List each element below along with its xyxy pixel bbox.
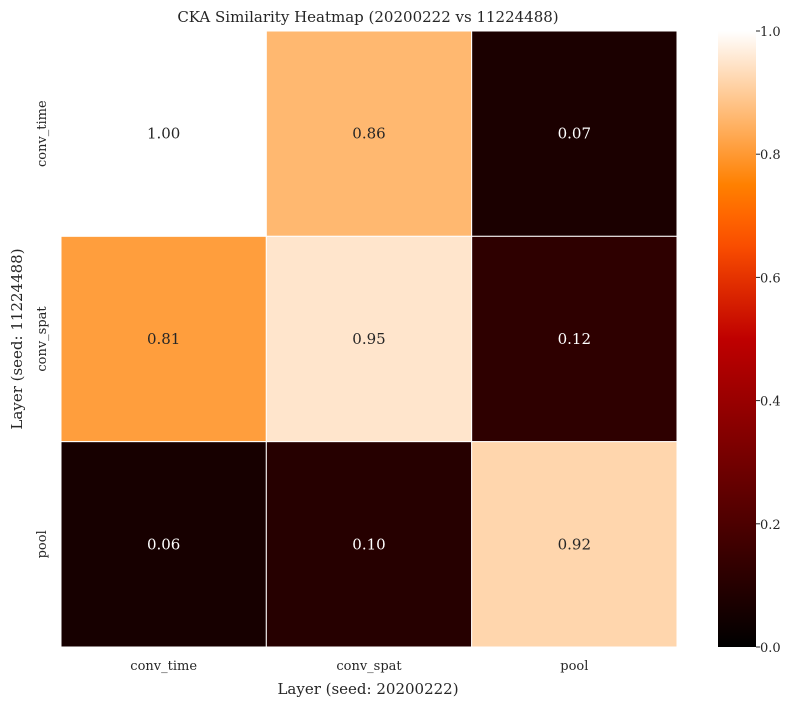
colorbar-tick-label: 0.4: [760, 395, 781, 410]
colorbar: [718, 31, 756, 647]
heatmap-cell: [471, 235, 678, 443]
cell-value-label: 0.86: [352, 125, 385, 143]
heatmap-cell: [60, 30, 267, 237]
cell-value-label: 0.95: [352, 330, 385, 348]
cell-value-label: 0.10: [352, 535, 385, 553]
y-tick-label: pool: [35, 530, 50, 558]
colorbar-tick-label: 0.6: [760, 271, 781, 286]
x-tick-label: pool: [560, 659, 588, 674]
colorbar-tick-label: 0.2: [760, 518, 781, 533]
heatmap-cell: [471, 30, 678, 237]
cell-value-label: 0.12: [558, 330, 591, 348]
cell-value-label: 1.00: [147, 125, 180, 143]
y-tick-label: conv_spat: [35, 306, 50, 372]
y-tick-label: conv_time: [35, 100, 50, 167]
chart-title: CKA Similarity Heatmap (20200222 vs 1122…: [177, 8, 558, 26]
x-axis-ticks: conv_time conv_spat pool: [130, 659, 588, 674]
colorbar-tick-label: 0.0: [760, 641, 781, 656]
colorbar-tick-label: 0.8: [760, 148, 781, 163]
heatmap-cell: [265, 30, 473, 237]
cell-value-label: 0.06: [147, 535, 180, 553]
x-tick-label: conv_spat: [336, 659, 402, 674]
heatmap-cell: [265, 235, 473, 443]
heatmap-cell: [471, 441, 678, 648]
heatmap-cell: [265, 441, 473, 648]
heatmap-cell-labels: 1.00 0.86 0.07 0.81 0.95 0.12 0.06 0.10 0.92: [147, 125, 591, 554]
heatmap-cell: [60, 441, 267, 648]
x-tick-label: conv_time: [130, 659, 197, 674]
x-axis-label: Layer (seed: 20200222): [277, 680, 458, 698]
heatmap-cells: [60, 30, 678, 648]
colorbar-ticks: 0.0 0.2 0.4 0.6 0.8 1.0: [756, 25, 781, 656]
cell-value-label: 0.81: [147, 330, 180, 348]
cell-value-label: 0.07: [558, 125, 591, 143]
colorbar-tick-label: 1.0: [760, 25, 781, 40]
heatmap-cell: [60, 235, 267, 443]
y-axis-label: Layer (seed: 11224488): [8, 248, 26, 429]
cell-value-label: 0.92: [558, 535, 591, 553]
